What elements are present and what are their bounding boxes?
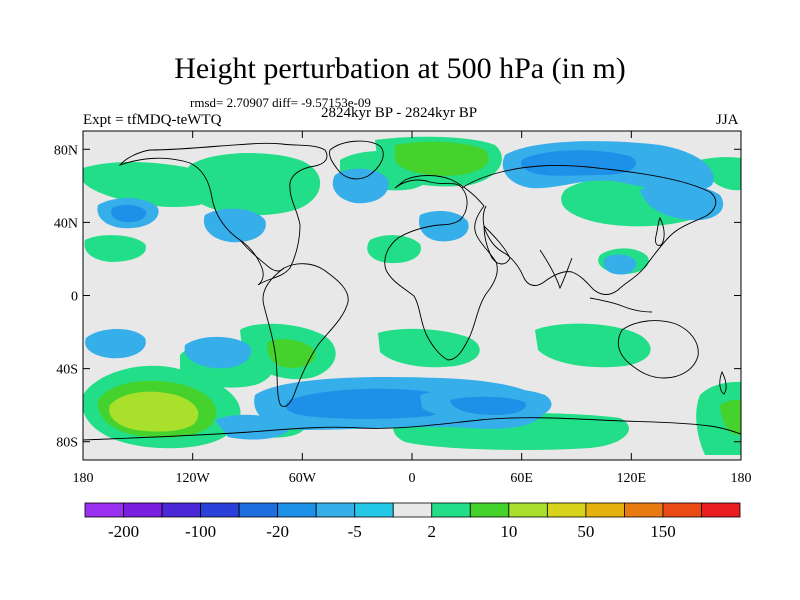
positive-anomaly-south-pacific-peak [109,391,199,432]
negative-anomaly-north-pacific-east [640,183,724,221]
colorbar-swatch [662,502,702,518]
positive-anomaly-tasman-core [720,399,741,436]
axis-ticks: 180 120W 60W 0 60E 120E 180 80N 40N 0 40S 80S [54,131,752,486]
negative-anomaly-mediterranean [418,210,469,242]
negative-anomaly-east-asia [603,254,637,275]
positive-anomaly-tasman [696,381,741,455]
antarctica-coast [83,417,741,441]
positive-anomaly-west-africa [367,235,421,264]
positive-anomaly-north-pacific [83,162,214,208]
greenland-coast [329,140,384,180]
colorbar-label: 2 [428,522,437,541]
positive-anomaly-south-america-core [267,339,316,368]
y-tick-label: 40N [54,216,78,231]
period-label: 2824kyr BP - 2824kyr BP [321,105,478,121]
plot-title: Height perturbation at 500 hPa (in m) [174,52,626,85]
season-label: JJA [716,112,739,128]
experiment-label: Expt = tfMDQ-teWTQ [83,112,222,128]
colorbar-swatch [161,502,201,518]
north-america-coast [118,142,328,286]
colorbar-label: 150 [650,522,676,541]
colorbar-swatch [585,502,625,518]
contour-fields [83,136,741,455]
colorbar-swatch [701,502,741,518]
coastlines [83,140,741,441]
negative-anomaly-south-pacific-east [184,336,252,369]
europe-africa-coast [384,175,498,361]
x-tick-label: 0 [409,471,416,486]
y-tick-label: 80N [54,143,78,158]
x-tick-label: 120W [176,471,211,486]
colorbar-label: -5 [348,522,362,541]
statistics-line: rmsd= 2.70907 diff= -9.57153e-09 [190,95,371,110]
positive-anomaly-scandinavia-core [395,141,489,176]
negative-anomaly-north-america [203,208,266,243]
x-tick-label: 180 [73,471,94,486]
negative-anomaly-southern-ocean-core [285,388,448,419]
positive-anomaly-south-atlantic [378,328,480,368]
colorbar-swatch [123,502,163,518]
colorbar-label: -20 [266,522,289,541]
positive-anomaly-subtropical-pacific [84,235,146,262]
colorbar-swatch [200,502,240,518]
x-tick-label: 120E [617,471,647,486]
colorbar-swatch [392,502,433,518]
colorbar-swatch [354,502,394,518]
x-tick-label: 60E [510,471,533,486]
y-tick-label: 80S [56,436,78,451]
positive-anomaly-north-america [184,153,321,216]
colorbar-swatch [315,502,356,518]
colorbar-label: 10 [500,522,517,541]
japan-coast [655,216,665,247]
australia-coast [617,320,699,379]
y-tick-label: 0 [71,290,78,305]
colorbar-swatch [469,502,510,518]
colorbar-swatch [84,502,124,518]
positive-anomaly-arctic-eastern [700,157,741,191]
colorbar-swatch [508,502,548,518]
y-tick-label: 40S [56,363,78,378]
negative-anomaly-north-pacific-core [111,204,147,223]
asia-coast [461,165,717,295]
colorbar-label: -100 [185,522,216,541]
india-coast [539,249,573,290]
indonesia-coast [589,297,653,313]
negative-anomaly-south-pacific-subtropic [85,329,146,359]
x-tick-label: 60W [289,471,317,486]
x-tick-label: 180 [731,471,752,486]
colorbar-label: -200 [108,522,139,541]
south-america-coast [262,263,349,407]
colorbar-swatch [624,502,664,518]
arabia-coast [483,224,511,265]
colorbar-swatch [431,502,471,518]
colorbar-swatch [238,502,279,518]
colorbar-label: 50 [577,522,594,541]
new-zealand-coast [719,370,727,395]
colorbar-swatch [277,502,317,518]
colorbar: -200 -100 -20 -5 2 10 50 150 [84,502,741,541]
positive-anomaly-indian-ocean [535,323,651,368]
negative-anomaly-south-indian-core [450,396,526,415]
colorbar-swatch [546,502,587,518]
